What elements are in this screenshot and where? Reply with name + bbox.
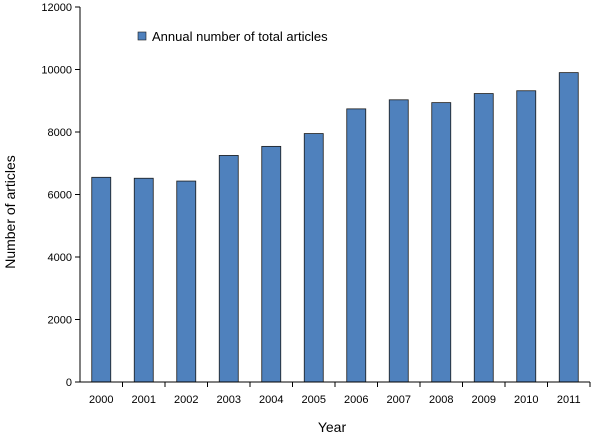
bar-2004 <box>261 145 282 383</box>
x-tick-label: 2009 <box>472 394 496 406</box>
x-tick-label: 2001 <box>132 394 156 406</box>
x-axis-ticks: 2000 2001 2002 2003 2004 2005 2006 2007 2008 2009… <box>89 382 591 406</box>
y-axis-title: Number of articles <box>2 155 18 269</box>
y-tick-label: 10000 <box>41 65 72 77</box>
y-tick-label: 12000 <box>41 2 72 14</box>
x-tick-label: 2006 <box>344 394 368 406</box>
y-tick-label: 4000 <box>48 252 72 264</box>
x-tick-label: 2011 <box>557 394 581 406</box>
x-tick-label: 2004 <box>259 394 283 406</box>
x-tick-label: 2008 <box>429 394 453 406</box>
bar-2008 <box>431 102 452 383</box>
bar-2003 <box>218 155 239 383</box>
x-tick-label: 2000 <box>89 394 113 406</box>
y-tick-label: 2000 <box>48 315 72 327</box>
y-tick-label: 0 <box>66 377 72 389</box>
bar-2006 <box>346 108 367 383</box>
legend-label: Annual number of total articles <box>152 29 328 44</box>
legend-swatch <box>137 31 147 41</box>
bar-2000 <box>91 176 112 383</box>
y-axis-ticks: 0 2000 4000 6000 8000 10000 12000 <box>41 2 80 389</box>
x-tick-label: 2002 <box>174 394 198 406</box>
y-tick-label: 8000 <box>48 127 72 139</box>
bar-2011 <box>558 72 579 383</box>
legend: Annual number of total articles <box>137 29 328 44</box>
bars <box>91 72 579 383</box>
x-axis-title: Year <box>318 419 347 435</box>
bar-2002 <box>176 180 197 383</box>
bar-2005 <box>303 133 324 383</box>
x-tick-label: 2010 <box>514 394 538 406</box>
bar-2001 <box>133 177 154 383</box>
bar-2010 <box>516 90 537 383</box>
bar-2007 <box>388 99 409 383</box>
x-tick-label: 2005 <box>302 394 326 406</box>
x-tick-label: 2003 <box>217 394 241 406</box>
y-tick-label: 6000 <box>48 190 72 202</box>
bar-2009 <box>473 93 494 383</box>
x-tick-label: 2007 <box>387 394 411 406</box>
